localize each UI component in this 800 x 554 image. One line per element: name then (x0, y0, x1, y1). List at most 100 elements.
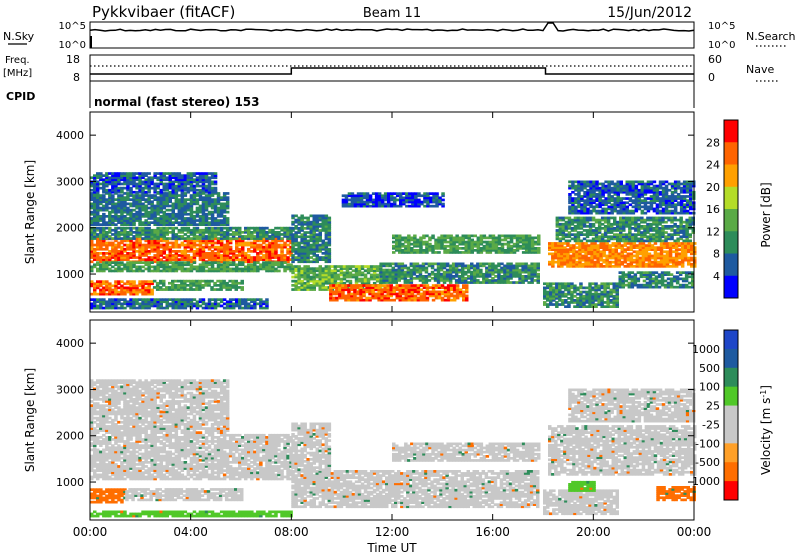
power-cell (105, 231, 109, 234)
power-cell (291, 269, 295, 273)
power-cell (168, 254, 172, 257)
power-cell (93, 221, 97, 224)
power-cell (159, 281, 163, 285)
power-cell (189, 219, 194, 222)
power-cell (186, 304, 191, 308)
power-cell (150, 261, 154, 264)
power-cell (271, 233, 275, 236)
power-cell (207, 261, 212, 264)
power-cell (90, 231, 94, 234)
power-cell (300, 256, 304, 259)
power-cell (135, 204, 139, 208)
power-cell (262, 247, 266, 251)
power-cell (315, 267, 319, 270)
power-cell (503, 234, 508, 238)
power-cell (147, 261, 151, 264)
power-cell (99, 237, 103, 240)
power-cell (180, 178, 185, 182)
power-cell (198, 223, 203, 226)
power-cell (286, 243, 290, 247)
power-cell (253, 306, 257, 310)
power-cell (156, 243, 160, 247)
power-cell (174, 245, 179, 249)
power-cell (222, 192, 227, 195)
power-cell (150, 178, 154, 182)
power-cell (135, 186, 139, 190)
power-cell (195, 198, 200, 201)
power-cell (321, 281, 325, 285)
power-cell (225, 226, 230, 230)
power-cell (485, 266, 489, 270)
power-cell (341, 296, 345, 300)
power-cell (225, 206, 230, 210)
power-cell (632, 250, 637, 254)
power-cell (291, 254, 295, 257)
power-cell (96, 306, 100, 310)
power-cell (247, 243, 251, 247)
power-cell (120, 221, 124, 224)
power-cell (162, 219, 166, 222)
power-cell (216, 223, 221, 226)
power-cell (126, 192, 130, 195)
power-cell (440, 296, 445, 300)
power-cell (231, 302, 236, 306)
power-cell (392, 240, 396, 244)
power-cell (268, 261, 272, 264)
power-cell (192, 265, 197, 269)
power-cell (150, 269, 154, 273)
power-cell (102, 217, 106, 220)
power-cell (250, 269, 254, 273)
power-cell (201, 237, 206, 240)
nsearch-tick-top: 10^5 (708, 21, 735, 32)
power-cell (262, 241, 266, 245)
power-cell (144, 288, 148, 292)
power-cell (500, 242, 505, 246)
power-cell (99, 231, 103, 234)
power-cell (405, 204, 409, 208)
power-cell (518, 234, 523, 238)
power-cell (608, 260, 612, 264)
power-cell (186, 217, 191, 220)
power-cell (159, 261, 163, 264)
power-cell (108, 226, 112, 230)
power-cell (247, 304, 251, 308)
power-cell (291, 239, 295, 243)
power-cell (204, 178, 209, 182)
power-cell (183, 221, 188, 224)
power-cell (93, 247, 97, 251)
power-cell (335, 284, 339, 287)
power-cell (244, 228, 248, 232)
power-cell (372, 273, 377, 277)
power-cell (286, 235, 290, 238)
power-cell (171, 241, 175, 245)
power-cell (147, 200, 151, 204)
power-cell (291, 214, 295, 218)
power-cell (171, 261, 175, 264)
power-cell (141, 172, 145, 175)
power-cell (102, 256, 106, 259)
power-cell (306, 281, 310, 285)
power-cell (105, 221, 109, 224)
power-cell (274, 239, 278, 243)
power-cell (96, 210, 100, 214)
power-cell (274, 250, 278, 253)
power-cell (404, 284, 409, 287)
power-cell (159, 250, 163, 253)
power-cell (647, 252, 652, 256)
power-cell (632, 265, 637, 268)
power-cell (171, 284, 175, 287)
power-cell (300, 235, 304, 239)
power-cell (171, 237, 175, 240)
power-cell (363, 279, 368, 283)
power-cell (485, 240, 490, 244)
power-cell (448, 264, 453, 268)
power-cell (342, 281, 347, 285)
power-cell (422, 284, 427, 287)
power-cell (114, 204, 118, 208)
power-cell (656, 252, 661, 256)
power-cell (265, 231, 269, 234)
power-cell (274, 226, 278, 230)
power-cell (126, 188, 130, 192)
power-cell (90, 210, 94, 214)
power-cell (90, 188, 94, 192)
